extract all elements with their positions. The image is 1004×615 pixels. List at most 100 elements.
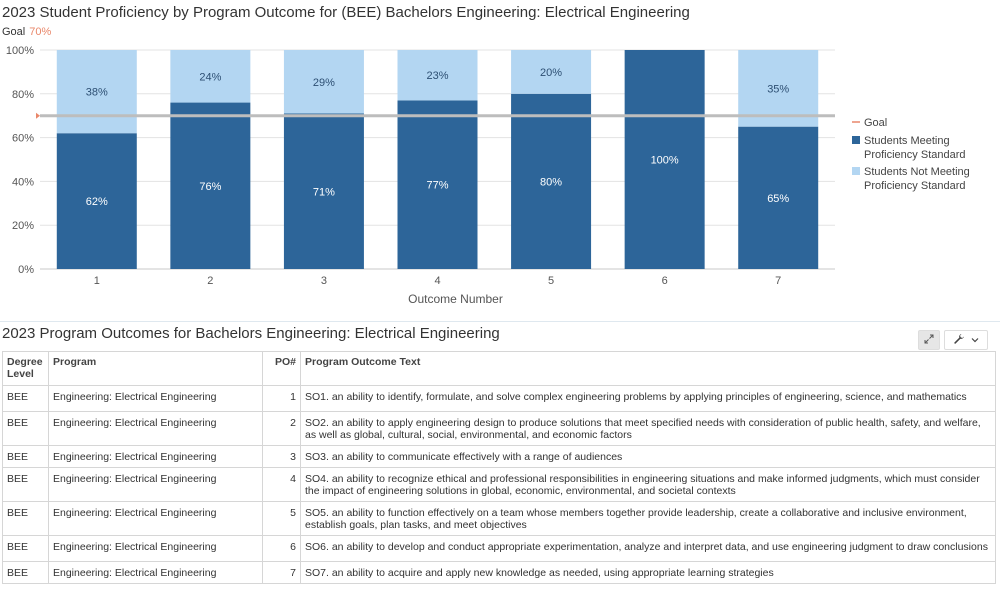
bar-segment xyxy=(397,50,478,101)
bar-segment xyxy=(738,126,819,270)
legend-label: Proficiency Standard xyxy=(864,149,966,161)
cell-program: Engineering: Electrical Engineering xyxy=(48,501,263,536)
x-tick-label: 1 xyxy=(94,275,100,287)
table-row: BEE Engineering: Electrical Engineering … xyxy=(2,411,996,446)
table-row: BEE Engineering: Electrical Engineering … xyxy=(2,467,996,502)
table-row: BEE Engineering: Electrical Engineering … xyxy=(2,501,996,536)
section-divider xyxy=(0,321,1000,322)
cell-degree: BEE xyxy=(2,561,49,584)
table-row: BEE Engineering: Electrical Engineering … xyxy=(2,561,996,584)
cell-outcome-text: SO1. an ability to identify, formulate, … xyxy=(300,385,996,412)
degree-header-line1: Degree xyxy=(7,356,43,368)
table-row: BEE Engineering: Electrical Engineering … xyxy=(2,535,996,562)
bar-segment xyxy=(170,50,251,103)
cell-po-number: 1 xyxy=(262,385,301,412)
bar-segment xyxy=(283,50,364,114)
goal-caption-value: 70% xyxy=(29,26,52,38)
legend-label: Students Meeting xyxy=(864,135,950,147)
cell-outcome-text: SO6. an ability to develop and conduct a… xyxy=(300,535,996,562)
cell-degree: BEE xyxy=(2,467,49,502)
table-toolbar xyxy=(918,330,988,350)
goal-caption-label: Goal xyxy=(2,26,26,38)
y-tick-label: 40% xyxy=(12,176,34,188)
cell-degree: BEE xyxy=(2,445,49,468)
bar-segment xyxy=(170,102,251,269)
data-label: 29% xyxy=(313,77,335,89)
y-tick-label: 20% xyxy=(12,220,34,232)
col-header-degree-level[interactable]: Degree Level xyxy=(2,351,49,386)
bar-segment xyxy=(283,113,364,269)
bar-segment xyxy=(738,50,819,127)
data-label: 71% xyxy=(313,186,335,198)
x-tick-label: 5 xyxy=(548,275,554,287)
data-label: 77% xyxy=(426,180,448,192)
expand-icon xyxy=(924,334,934,347)
cell-degree: BEE xyxy=(2,411,49,446)
cell-degree: BEE xyxy=(2,535,49,562)
x-tick-label: 2 xyxy=(207,275,213,287)
legend-label: Proficiency Standard xyxy=(864,180,966,192)
table-row: BEE Engineering: Electrical Engineering … xyxy=(2,445,996,468)
y-tick-label: 80% xyxy=(12,89,34,101)
legend-swatch xyxy=(852,136,860,144)
x-axis-title: Outcome Number xyxy=(408,292,503,306)
cell-po-number: 7 xyxy=(262,561,301,584)
data-label: 24% xyxy=(199,71,221,83)
cell-po-number: 3 xyxy=(262,445,301,468)
cell-degree: BEE xyxy=(2,501,49,536)
chevron-down-icon xyxy=(971,334,979,346)
x-tick-label: 7 xyxy=(775,275,781,287)
cell-outcome-text: SO7. an ability to acquire and apply new… xyxy=(300,561,996,584)
y-tick-label: 60% xyxy=(12,133,34,145)
bar-segment xyxy=(56,50,137,134)
table-header-row: Degree Level Program PO# Program Outcome … xyxy=(2,351,996,386)
cell-outcome-text: SO4. an ability to recognize ethical and… xyxy=(300,467,996,502)
x-tick-label: 6 xyxy=(662,275,668,287)
cell-po-number: 4 xyxy=(262,467,301,502)
tools-menu-button[interactable] xyxy=(944,330,988,350)
degree-header-line2: Level xyxy=(7,368,34,380)
x-tick-label: 4 xyxy=(434,275,440,287)
legend-swatch xyxy=(852,167,860,175)
cell-po-number: 2 xyxy=(262,411,301,446)
cell-program: Engineering: Electrical Engineering xyxy=(48,445,263,468)
legend-label: Goal xyxy=(864,117,887,129)
bar-segment xyxy=(511,93,592,269)
cell-program: Engineering: Electrical Engineering xyxy=(48,411,263,446)
cell-outcome-text: SO2. an ability to apply engineering des… xyxy=(300,411,996,446)
cell-program: Engineering: Electrical Engineering xyxy=(48,385,263,412)
cell-po-number: 5 xyxy=(262,501,301,536)
cell-outcome-text: SO5. an ability to function effectively … xyxy=(300,501,996,536)
data-label: 35% xyxy=(767,83,789,95)
col-header-program[interactable]: Program xyxy=(48,351,263,386)
wrench-icon xyxy=(953,333,965,348)
cell-po-number: 6 xyxy=(262,535,301,562)
cell-program: Engineering: Electrical Engineering xyxy=(48,561,263,584)
data-label: 38% xyxy=(86,87,108,99)
bar-segment xyxy=(511,50,592,94)
x-tick-label: 3 xyxy=(321,275,327,287)
chart-title: 2023 Student Proficiency by Program Outc… xyxy=(2,4,690,21)
data-label: 80% xyxy=(540,176,562,188)
stacked-bar-chart: 0% 20% 40% 60% 80% 100% 62% 38% 1 76% 24% 2 71% 29% 3 7… xyxy=(6,45,970,306)
table-row: BEE Engineering: Electrical Engineering … xyxy=(2,385,996,412)
data-label: 62% xyxy=(86,196,108,208)
bar-segment xyxy=(624,50,705,269)
y-tick-label: 0% xyxy=(18,264,34,276)
cell-degree: BEE xyxy=(2,385,49,412)
goal-marker xyxy=(36,112,40,119)
bar-segment xyxy=(56,133,137,269)
col-header-po-number[interactable]: PO# xyxy=(262,351,301,386)
data-label: 65% xyxy=(767,193,789,205)
data-label: 76% xyxy=(199,181,221,193)
expand-button[interactable] xyxy=(918,330,940,350)
data-label: 23% xyxy=(426,70,448,82)
cell-program: Engineering: Electrical Engineering xyxy=(48,467,263,502)
goal-caption: Goal 70% xyxy=(2,26,51,38)
program-outcomes-table: Degree Level Program PO# Program Outcome … xyxy=(2,351,996,584)
cell-program: Engineering: Electrical Engineering xyxy=(48,535,263,562)
legend-label: Students Not Meeting xyxy=(864,166,970,178)
col-header-outcome-text[interactable]: Program Outcome Text xyxy=(300,351,996,386)
data-label: 20% xyxy=(540,67,562,79)
bar-segment xyxy=(397,100,478,269)
